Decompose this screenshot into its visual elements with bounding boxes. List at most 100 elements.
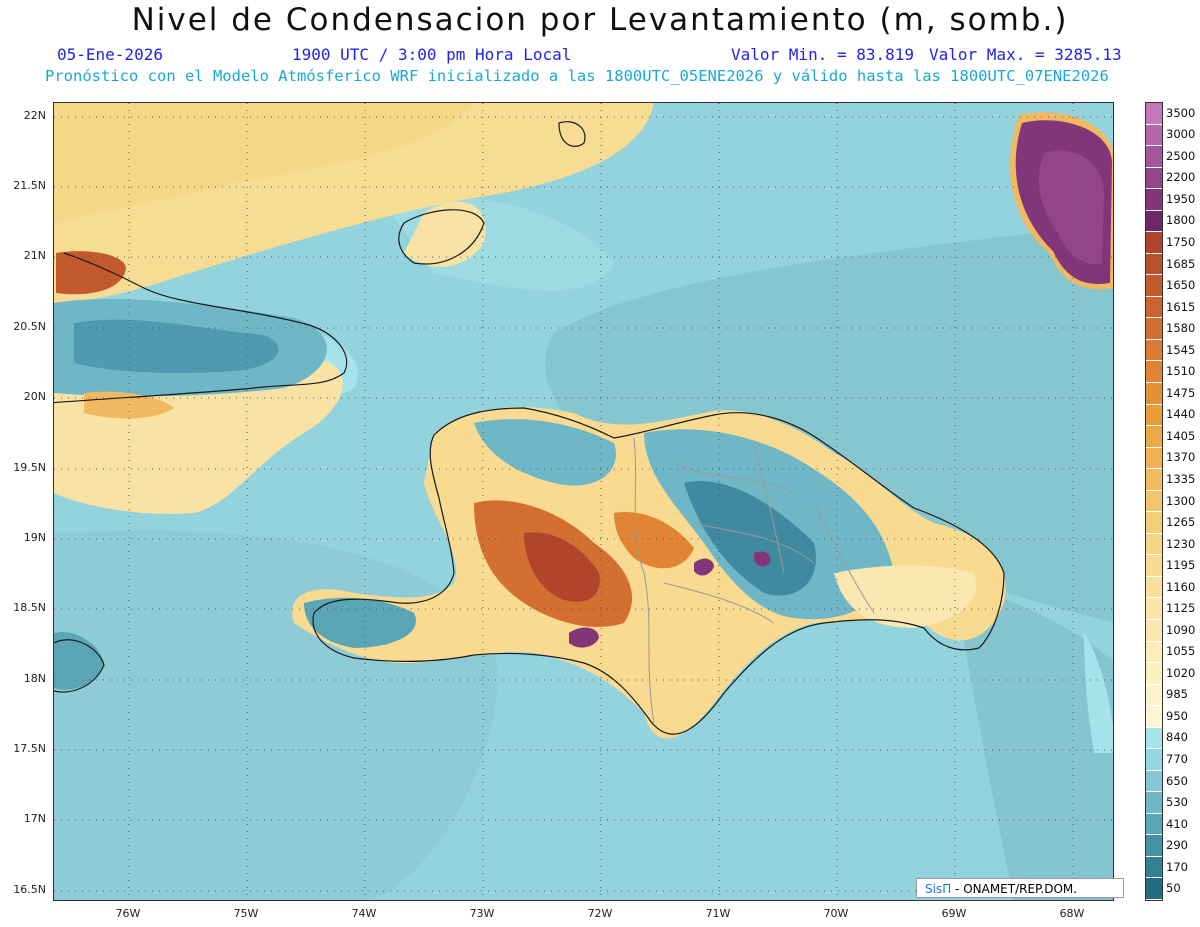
cuba-coast [54,252,348,404]
caicos-coast [398,209,485,265]
map-title: Nivel de Condensacion por Levantamiento … [131,2,1069,38]
high-lcl-north-core [54,103,474,223]
colorbar-label: 1950 [1166,191,1196,206]
colorbar-label: 1055 [1166,644,1196,659]
jamaica-surface [54,632,104,690]
colorbar-segment [1146,189,1162,211]
colorbar-label: 50 [1166,881,1181,896]
lat-label: 19.5N [13,461,46,474]
lat-label: 21N [23,249,46,262]
colorbar-segment [1146,598,1162,620]
lon-label: 71W [705,907,731,920]
lon-label: 76W [115,907,141,920]
lon-label: 74W [351,907,377,920]
colorbar-segment [1146,533,1162,556]
colorbar-label: 1265 [1166,515,1196,530]
time-label: 1900 UTC / 3:00 pm Hora Local [292,45,572,64]
colorbar-label: 950 [1166,708,1188,723]
colorbar-label: 530 [1166,795,1188,810]
colorbar-segment [1146,339,1162,362]
ocean-se-region [954,583,1113,900]
colorbar [1145,102,1163,901]
max-value-label: Valor Max. = 3285.13 [929,45,1122,64]
province-borders [633,437,875,724]
colorbar-segment [1146,469,1162,491]
colorbar-label: 1230 [1166,536,1196,551]
min-value-label: Valor Min. = 83.819 [731,45,915,64]
lat-label: 17N [23,812,46,825]
credit-text: - ONAMET/REP.DOM. [951,882,1078,896]
colorbar-label: 1580 [1166,321,1196,336]
colorbar-label: 1195 [1166,558,1196,573]
colorbar-label: 1650 [1166,278,1196,293]
ocean-south-region [54,530,498,900]
colorbar-segment [1146,404,1162,427]
extreme-lcl-spot-2 [694,558,714,576]
colorbar-segment [1146,490,1162,513]
colorbar-label: 1510 [1166,364,1196,379]
colorbar-segment [1146,210,1162,233]
colorbar-label: 1335 [1166,471,1196,486]
colorbar-label: 1475 [1166,385,1196,400]
map-plot[interactable] [53,102,1114,901]
lon-label: 75W [233,907,259,920]
colorbar-segment [1146,275,1162,297]
lat-label: 20N [23,390,46,403]
colorbar-segment [1146,792,1162,814]
colorbar-segment [1146,770,1162,793]
lat-label: 18N [23,672,46,685]
coastlines [54,121,1005,735]
lat-lon-grid [54,103,1113,900]
colorbar-label: 290 [1166,838,1188,853]
date-label: 05-Ene-2026 [57,45,163,64]
colorbar-label: 2200 [1166,170,1196,185]
colorbar-label: 770 [1166,751,1188,766]
colorbar-label: 1545 [1166,342,1196,357]
ocean-low-region [545,223,1113,623]
colorbar-segment [1146,835,1162,857]
colorbar-label: 1370 [1166,450,1196,465]
colorbar-segment [1146,813,1162,836]
extreme-lcl-spot-1 [569,627,599,648]
colorbar-label: 840 [1166,730,1188,745]
colorbar-label: 2500 [1166,148,1196,163]
province-lines [663,442,875,624]
high-lcl-southeast [834,565,976,628]
colorbar-segment [1146,124,1162,147]
credit-box: SisΠ - ONAMET/REP.DOM. [916,878,1124,898]
lon-label: 68W [1059,907,1085,920]
border-haiti-dr [633,437,655,724]
colorbar-label: 3000 [1166,127,1196,142]
hispaniola-coast [312,407,1005,735]
colorbar-segment [1146,727,1162,750]
colorbar-segment [1146,318,1162,340]
colorbar-segment [1146,447,1162,470]
colorbar-segment [1146,296,1162,319]
colorbar-segment [1146,426,1162,448]
colorbar-segment [1146,663,1162,685]
lat-label: 20.5N [13,320,46,333]
lat-label: 22N [23,109,46,122]
colorbar-label: 170 [1166,859,1188,874]
colorbar-segment [1146,878,1162,900]
colorbar-label: 1440 [1166,407,1196,422]
colorbar-segment [1146,641,1162,664]
colorbar-segment [1146,232,1162,254]
colorbar-label: 1125 [1166,601,1196,616]
colorbar-label: 1750 [1166,235,1196,249]
colorbar-segment [1146,512,1162,534]
lat-label: 21.5N [13,179,46,192]
colorbar-label: 1800 [1166,213,1196,228]
colorbar-segment [1146,146,1162,168]
colorbar-label: 1020 [1166,665,1196,680]
colorbar-segment [1146,167,1162,190]
model-info-line: Pronóstico con el Modelo Atmósferico WRF… [45,67,1109,85]
colorbar-label: 1405 [1166,428,1196,443]
colorbar-segment [1146,253,1162,276]
colorbar-segment [1146,361,1162,384]
sis-logo-text: SisΠ [925,882,952,896]
colorbar-segment [1146,103,1162,125]
lon-label: 73W [469,907,495,920]
lat-label: 17.5N [13,742,46,755]
colorbar-label: 1160 [1166,579,1196,594]
